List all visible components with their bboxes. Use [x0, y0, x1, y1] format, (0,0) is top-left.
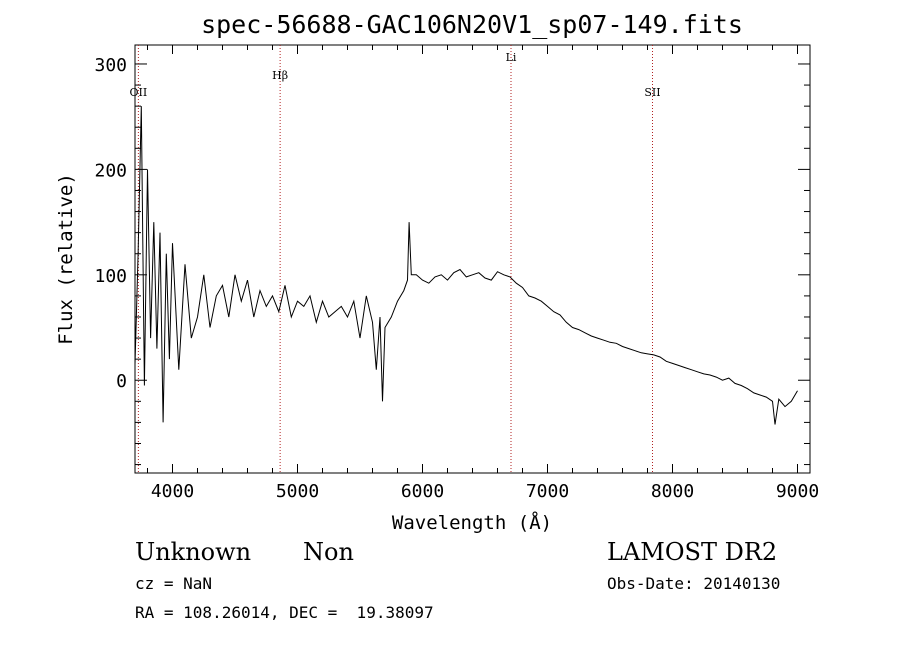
survey-label: LAMOST DR2 [607, 538, 778, 566]
coordinates: RA = 108.26014, DEC = 19.38097 [135, 603, 434, 622]
x-tick-label: 4000 [151, 481, 194, 502]
object-subclass: Non [303, 538, 354, 566]
x-tick-label: 9000 [776, 481, 819, 502]
chart-title: spec-56688-GAC106N20V1_sp07-149.fits [201, 10, 743, 39]
spectral-line-label: SII [644, 86, 660, 99]
spectrum-chart: spec-56688-GAC106N20V1_sp07-149.fits 400… [55, 10, 819, 534]
spectral-line-label: OII [130, 86, 148, 99]
y-tick-label: 100 [94, 266, 127, 287]
y-axis: 0 100 200 300 [94, 55, 810, 466]
spectral-line-label: Li [506, 51, 517, 64]
x-axis-label: Wavelength (Å) [392, 511, 552, 534]
x-axis: 4000 5000 6000 7000 8000 9000 [147, 45, 819, 502]
x-tick-label: 6000 [401, 481, 444, 502]
x-tick-label: 7000 [526, 481, 569, 502]
x-tick-label: 8000 [651, 481, 694, 502]
object-class: Unknown [135, 538, 252, 566]
y-tick-label: 0 [116, 371, 127, 392]
y-tick-label: 300 [94, 55, 127, 76]
spectral-line-markers: OII Hβ Li SII [130, 45, 661, 473]
spectral-line-label: Hβ [272, 69, 288, 82]
y-tick-label: 200 [94, 160, 127, 181]
spectrum-line [134, 106, 798, 425]
redshift-value: cz = NaN [135, 574, 213, 593]
x-tick-label: 5000 [276, 481, 319, 502]
plot-frame [134, 44, 811, 474]
observation-date: Obs-Date: 20140130 [607, 574, 781, 593]
y-axis-label: Flux (relative) [55, 173, 77, 345]
